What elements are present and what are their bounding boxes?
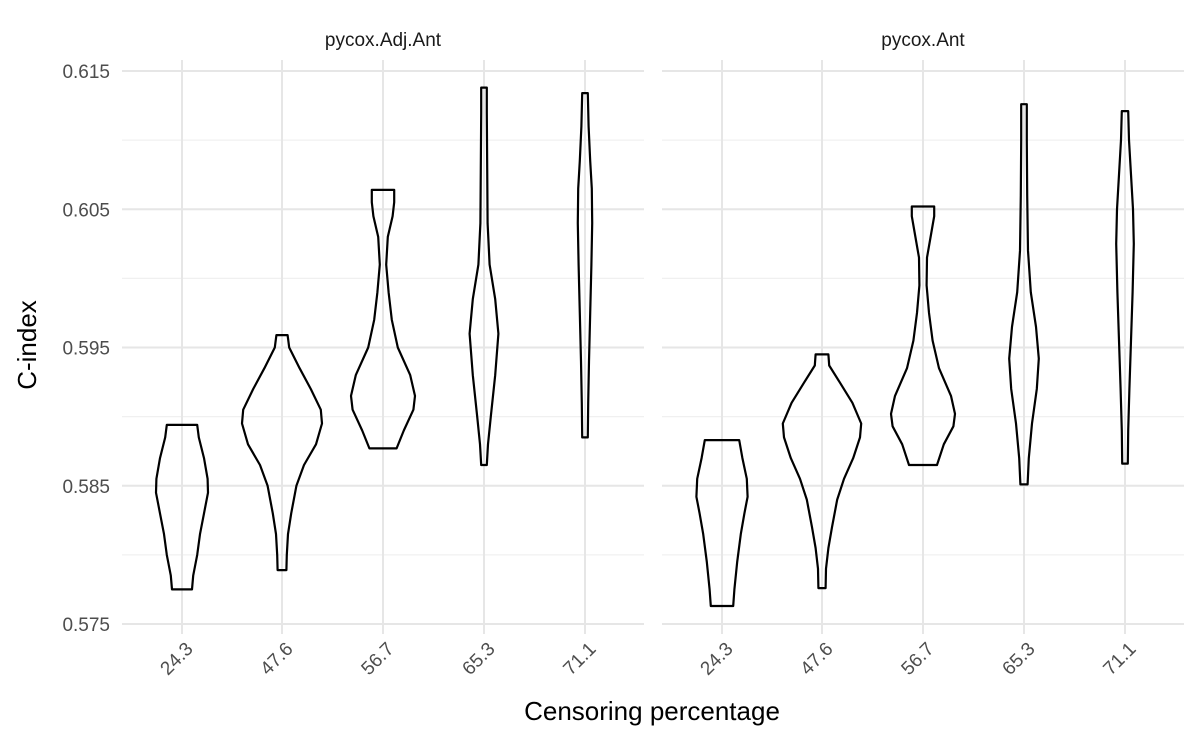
violin-56.7 <box>349 188 417 450</box>
y-tick-label: 0.595 <box>62 339 110 360</box>
y-tick-label: 0.615 <box>62 62 110 83</box>
x-tick-label: 65.3 <box>459 639 500 680</box>
y-tick-label: 0.575 <box>62 615 110 636</box>
violin-47.6 <box>781 353 863 590</box>
panel-1: pycox.Adj.Ant 24.3 47.6 56.7 65.3 71.1 <box>122 30 644 680</box>
violin-24.3 <box>695 439 749 608</box>
x-tick-label: 65.3 <box>999 639 1040 680</box>
violin-47.6 <box>240 334 324 572</box>
violin-56.7 <box>889 205 957 467</box>
panel-title: pycox.Adj.Ant <box>325 30 442 51</box>
violin-65.3 <box>1008 103 1040 486</box>
violin-71.1 <box>576 92 594 439</box>
x-axis-title: Censoring percentage <box>524 696 780 726</box>
x-tick-label: 56.7 <box>898 639 939 680</box>
y-tick-label: 0.605 <box>62 200 110 221</box>
y-tick-label: 0.585 <box>62 477 110 498</box>
x-tick-label: 71.1 <box>1100 639 1141 680</box>
x-tick-label: 71.1 <box>560 639 601 680</box>
x-tick-label: 24.3 <box>697 639 738 680</box>
x-tick-label: 24.3 <box>157 639 198 680</box>
panel-2: pycox.Ant 24.3 47.6 56.7 65.3 71.1 <box>662 30 1184 680</box>
y-axis-tick-labels: 0.575 0.585 0.595 0.605 0.615 <box>62 62 110 636</box>
panel-title: pycox.Ant <box>881 30 965 51</box>
violin-24.3 <box>154 423 210 591</box>
x-tick-label: 47.6 <box>797 639 838 680</box>
x-tick-label: 56.7 <box>358 639 399 680</box>
x-tick-label: 47.6 <box>257 639 298 680</box>
violin-71.1 <box>1115 110 1135 465</box>
violin-65.3 <box>468 86 500 467</box>
y-axis-title: C-index <box>12 300 42 390</box>
